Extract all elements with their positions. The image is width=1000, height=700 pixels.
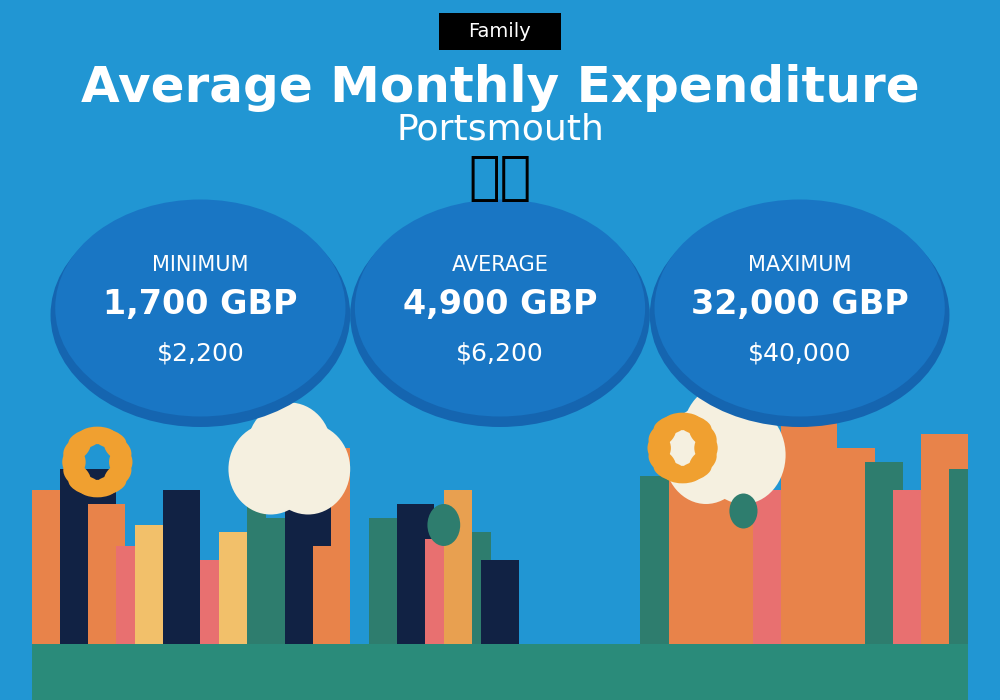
Bar: [949, 469, 968, 644]
Bar: [331, 448, 350, 644]
Ellipse shape: [664, 466, 701, 483]
Bar: [444, 490, 472, 644]
Ellipse shape: [63, 463, 91, 488]
Text: AVERAGE: AVERAGE: [452, 255, 548, 274]
Ellipse shape: [92, 428, 126, 449]
Bar: [163, 490, 200, 644]
Bar: [865, 462, 903, 644]
Text: Average Monthly Expenditure: Average Monthly Expenditure: [81, 64, 919, 111]
Ellipse shape: [729, 494, 758, 528]
Ellipse shape: [228, 424, 313, 514]
Bar: [472, 532, 491, 644]
Bar: [669, 434, 725, 644]
Ellipse shape: [92, 475, 126, 496]
Ellipse shape: [104, 463, 131, 488]
Ellipse shape: [63, 436, 91, 461]
Ellipse shape: [109, 448, 132, 476]
Ellipse shape: [649, 449, 676, 474]
Bar: [921, 434, 968, 644]
Ellipse shape: [694, 434, 718, 462]
Ellipse shape: [677, 461, 712, 482]
Ellipse shape: [701, 406, 786, 504]
Text: Portsmouth: Portsmouth: [396, 113, 604, 146]
Ellipse shape: [79, 426, 116, 444]
Ellipse shape: [677, 414, 712, 435]
Ellipse shape: [647, 434, 671, 462]
Text: 🇬🇧: 🇬🇧: [468, 153, 532, 204]
Text: $6,200: $6,200: [456, 342, 544, 365]
Ellipse shape: [664, 406, 748, 504]
Ellipse shape: [654, 461, 688, 482]
Ellipse shape: [266, 424, 350, 514]
Ellipse shape: [689, 422, 717, 447]
Circle shape: [655, 199, 945, 416]
Bar: [32, 518, 69, 644]
Text: MINIMUM: MINIMUM: [152, 255, 249, 274]
Bar: [893, 490, 931, 644]
Ellipse shape: [683, 385, 767, 483]
FancyBboxPatch shape: [439, 13, 561, 50]
Ellipse shape: [649, 422, 676, 447]
Ellipse shape: [68, 428, 103, 449]
Ellipse shape: [427, 504, 460, 546]
Ellipse shape: [62, 448, 86, 476]
Bar: [247, 504, 266, 644]
Bar: [200, 560, 228, 644]
Text: 32,000 GBP: 32,000 GBP: [691, 288, 909, 321]
Bar: [715, 448, 762, 644]
Ellipse shape: [68, 475, 103, 496]
Circle shape: [51, 203, 350, 427]
Bar: [32, 644, 968, 700]
Text: $40,000: $40,000: [748, 342, 851, 365]
Ellipse shape: [664, 413, 701, 430]
Circle shape: [650, 203, 949, 427]
Bar: [313, 546, 341, 644]
Circle shape: [55, 199, 345, 416]
Text: $2,200: $2,200: [156, 342, 244, 365]
Bar: [425, 539, 453, 644]
Ellipse shape: [79, 480, 116, 497]
Bar: [116, 546, 144, 644]
Bar: [828, 448, 875, 644]
Text: MAXIMUM: MAXIMUM: [748, 255, 851, 274]
Ellipse shape: [247, 402, 331, 493]
Bar: [60, 469, 116, 644]
Bar: [266, 518, 285, 644]
Bar: [397, 504, 434, 644]
Bar: [135, 525, 172, 644]
Bar: [781, 420, 837, 644]
Bar: [219, 532, 257, 644]
Circle shape: [355, 199, 645, 416]
Circle shape: [350, 203, 650, 427]
Text: 4,900 GBP: 4,900 GBP: [403, 288, 597, 321]
Bar: [88, 504, 125, 644]
Ellipse shape: [104, 436, 131, 461]
Bar: [640, 476, 678, 644]
Bar: [481, 560, 519, 644]
Ellipse shape: [654, 414, 688, 435]
Text: 1,700 GBP: 1,700 GBP: [103, 288, 298, 321]
Bar: [753, 490, 790, 644]
Bar: [285, 490, 331, 644]
Bar: [369, 518, 397, 644]
Bar: [32, 490, 79, 644]
Text: Family: Family: [469, 22, 531, 41]
Ellipse shape: [689, 449, 717, 474]
